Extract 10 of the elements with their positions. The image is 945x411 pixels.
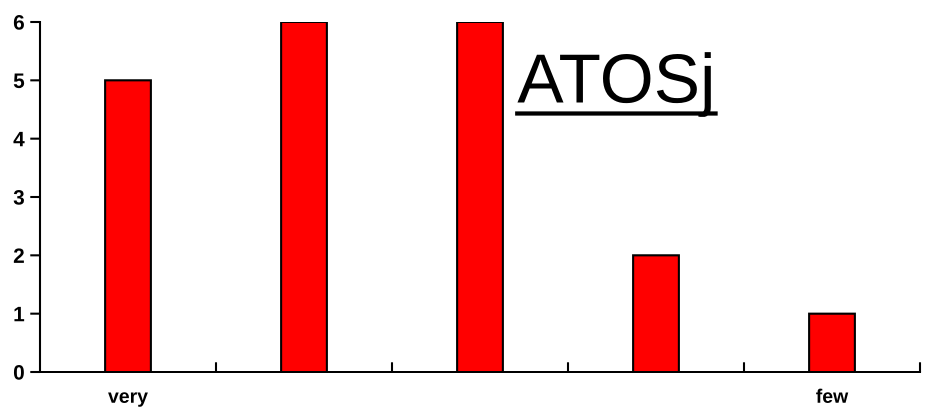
y-tick-label: 3 xyxy=(14,190,24,205)
y-tick-label: 0 xyxy=(14,365,24,380)
y-tick-label: 1 xyxy=(14,306,24,322)
y-tick-label: 6 xyxy=(14,15,24,30)
y-tick-label: 2 xyxy=(14,248,24,263)
x-tick-label: very xyxy=(108,392,148,407)
x-tick-label: few xyxy=(816,388,848,403)
y-tick-label: 5 xyxy=(14,74,24,88)
y-tick-label: 4 xyxy=(13,132,25,146)
chart-title: ATOSj xyxy=(517,52,711,117)
